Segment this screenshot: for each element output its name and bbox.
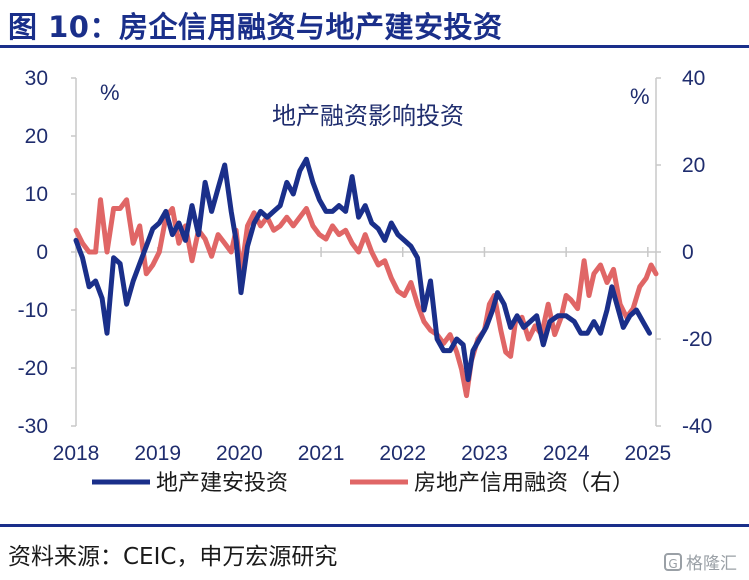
x-tick-label: 2018 xyxy=(53,442,100,465)
left-tick-label: 10 xyxy=(25,183,48,206)
watermark-text: 格隆汇 xyxy=(686,554,737,574)
series-line-credit-financing xyxy=(73,197,659,399)
x-tick-label: 2025 xyxy=(624,442,671,465)
source-note: 资料来源：CEIC，申万宏源研究 xyxy=(8,544,338,570)
tick-labels: 30 20 10 0 -10 -20 -30 40 20 0 -20 -40 2018 2019 2020 2… xyxy=(18,67,713,465)
left-tick-label: 20 xyxy=(25,125,48,148)
left-tick-label: -20 xyxy=(18,357,48,380)
watermark: G 格隆汇 xyxy=(664,549,737,574)
x-tick-label: 2022 xyxy=(379,442,426,465)
legend-label-credit: 房地产信用融资（右） xyxy=(414,471,634,496)
series-lines xyxy=(73,156,659,399)
watermark-logo-icon: G xyxy=(664,552,682,571)
header: 图 10：房企信用融资与地产建安投资 xyxy=(0,0,749,48)
legend: 地产建安投资 房地产信用融资（右） xyxy=(92,471,634,496)
top-rule xyxy=(0,45,749,48)
x-tick-label: 2021 xyxy=(298,442,345,465)
legend-label-construction: 地产建安投资 xyxy=(156,471,288,496)
right-tick-label: 20 xyxy=(682,154,705,177)
chart: 30 20 10 0 -10 -20 -30 40 20 0 -20 -40 2018 2019 2020 2… xyxy=(18,67,713,496)
right-axis-unit: % xyxy=(630,84,650,109)
right-tick-label: -20 xyxy=(682,328,712,351)
bottom-rule xyxy=(0,524,749,527)
chart-title: 地产融资影响投资 xyxy=(272,102,464,130)
right-tick-label: 40 xyxy=(682,67,705,90)
x-tick-label: 2024 xyxy=(543,442,590,465)
figure-title: 图 10：房企信用融资与地产建安投资 xyxy=(8,10,503,44)
x-tick-label: 2020 xyxy=(216,442,263,465)
right-tick-label: -40 xyxy=(682,415,712,438)
x-tick-label: 2023 xyxy=(461,442,508,465)
left-tick-label: -30 xyxy=(18,415,48,438)
left-tick-label: -10 xyxy=(18,299,48,322)
x-tick-label: 2019 xyxy=(134,442,181,465)
left-tick-label: 30 xyxy=(25,67,48,90)
axes xyxy=(71,77,661,427)
right-tick-label: 0 xyxy=(682,241,694,264)
left-tick-label: 0 xyxy=(36,241,48,264)
series-line-construction-investment xyxy=(73,156,652,383)
left-axis-unit: % xyxy=(100,80,120,105)
